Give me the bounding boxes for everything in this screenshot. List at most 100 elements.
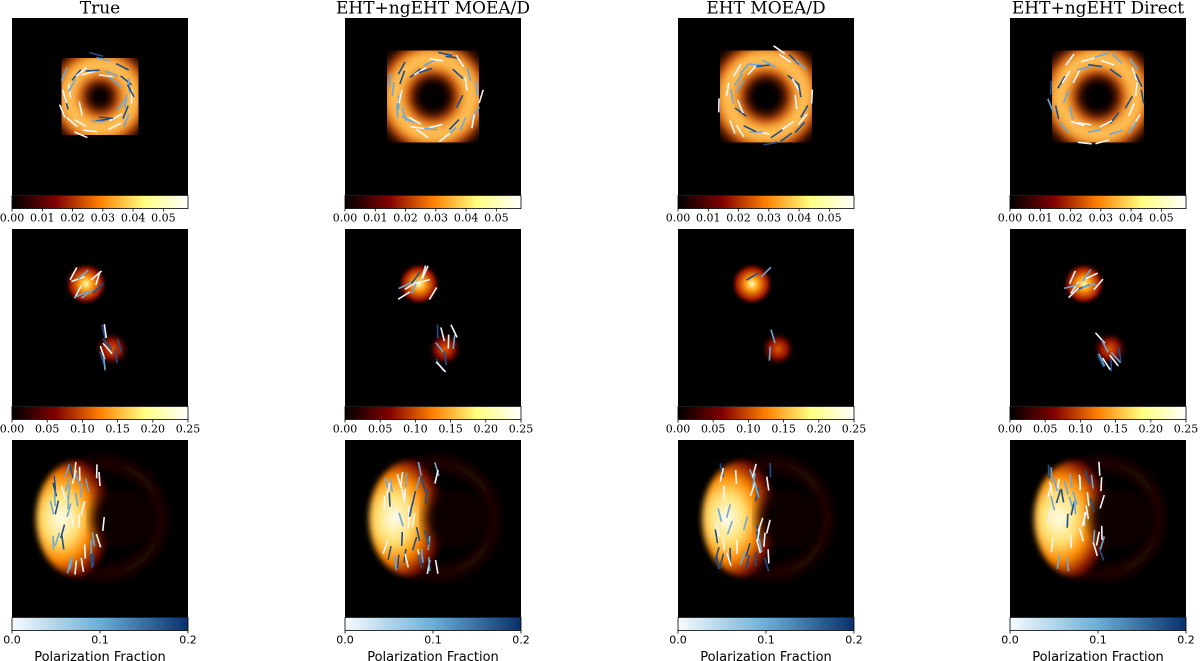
polarization-tick <box>464 76 468 91</box>
polarization-tick <box>101 516 106 532</box>
colorbar-tick-label: 0.25 <box>509 423 534 436</box>
polarization-tick <box>780 132 793 142</box>
source-blob <box>64 262 108 306</box>
polarization-tick <box>788 53 800 65</box>
polarization-tick <box>726 552 732 567</box>
polarization-tick <box>61 535 65 550</box>
polarization-tick <box>401 107 408 122</box>
colorbar-tick-label: 0.05 <box>1033 423 1058 436</box>
panel-title: EHT MOEA/D <box>706 0 825 19</box>
polarization-tick <box>60 485 67 500</box>
polarization-tick <box>80 557 85 573</box>
polarization-tick <box>1111 52 1123 64</box>
polarization-tick <box>388 492 391 507</box>
polarization-tick <box>1072 490 1078 505</box>
polarization-tick <box>388 72 392 87</box>
polarization-tick <box>1050 467 1054 482</box>
polarization-tick <box>49 500 55 515</box>
polarization-tick <box>382 540 389 555</box>
polarization-tick <box>762 532 766 547</box>
polarization-tick <box>122 105 129 120</box>
image-panel <box>12 18 188 195</box>
colorbar-tick-label: 0.25 <box>842 423 867 436</box>
polarization-tick <box>1077 141 1092 145</box>
polarization-tick <box>751 463 757 478</box>
colorbar-tick-label: 0.2 <box>845 634 863 647</box>
polarization-tick <box>435 342 446 355</box>
polarization-tick <box>416 128 429 139</box>
polarization-tick <box>1101 357 1111 371</box>
polarization-tick <box>1072 70 1081 84</box>
polarization-tick <box>116 98 127 111</box>
polarization-tick <box>1131 67 1138 81</box>
polarization-tick <box>104 70 119 77</box>
colorbar-tick-label: 0.00 <box>666 423 691 436</box>
polarization-tick <box>411 491 417 506</box>
polarization-tick <box>765 476 770 491</box>
polarization-tick <box>1089 497 1095 512</box>
polarization-tick <box>91 532 96 547</box>
colorbar-tick-label: 0.10 <box>70 423 95 436</box>
polarization-tick <box>744 555 750 569</box>
colorbar-tick-label: 0.04 <box>454 212 479 225</box>
polarization-tick <box>66 116 78 128</box>
colorbar-tick-label: 0.10 <box>736 423 761 436</box>
polarization-tick <box>109 77 122 88</box>
crescent-hole <box>758 488 818 549</box>
image-background <box>678 229 854 406</box>
polarization-tick <box>721 512 728 527</box>
polarization-tick <box>1096 354 1105 368</box>
colorbar <box>344 195 522 209</box>
polarization-tick <box>404 281 418 291</box>
polarization-tick <box>770 129 783 139</box>
polarization-tick <box>53 475 57 490</box>
polarization-tick <box>102 342 113 355</box>
polarization-tick <box>1054 105 1060 120</box>
polarization-tick <box>415 476 421 491</box>
polarization-tick <box>1070 501 1076 516</box>
polarization-tick <box>434 469 439 484</box>
polarization-tick <box>410 125 425 130</box>
polarization-tick <box>1101 339 1109 353</box>
polarization-tick <box>475 81 479 96</box>
polarization-tick <box>714 522 721 537</box>
polarization-tick <box>1049 80 1053 95</box>
polarization-tick <box>95 118 110 122</box>
image-panel <box>678 18 854 195</box>
polarization-tick <box>115 62 130 71</box>
polarization-tick <box>1085 505 1090 520</box>
polarization-tick <box>746 272 759 281</box>
polarization-tick <box>1053 477 1059 492</box>
polarization-tick <box>407 515 411 530</box>
polarization-tick <box>1076 65 1091 71</box>
image-background <box>12 18 188 195</box>
image-panel <box>12 440 188 617</box>
image-panel <box>345 18 521 195</box>
polarization-tick <box>404 472 408 488</box>
colorbar <box>677 617 855 631</box>
polarization-tick <box>1060 488 1065 503</box>
polarization-tick <box>1092 542 1099 557</box>
polarization-tick <box>1070 120 1085 127</box>
colorbar-label: Polarization Fraction <box>367 650 499 661</box>
crescent <box>36 460 120 577</box>
polarization-tick <box>101 324 107 339</box>
image-panel <box>345 440 521 617</box>
polarization-tick <box>742 516 749 531</box>
polarization-tick <box>389 478 394 493</box>
colorbar-tick-label: 0.00 <box>333 212 358 225</box>
polarization-tick <box>1117 347 1122 362</box>
polarization-tick <box>418 67 433 74</box>
polarization-tick <box>714 547 720 561</box>
colorbar-tick-label: 0.15 <box>105 423 130 436</box>
polarization-tick <box>459 117 467 131</box>
colorbar <box>1009 406 1187 420</box>
polarization-tick <box>800 104 809 118</box>
polarization-tick <box>90 553 93 568</box>
polarization-tick <box>1063 480 1069 495</box>
polarization-tick <box>1056 554 1061 569</box>
ring-core <box>390 53 476 140</box>
polarization-tick <box>763 141 778 146</box>
source-blob <box>397 262 441 306</box>
polarization-tick <box>1057 75 1066 89</box>
